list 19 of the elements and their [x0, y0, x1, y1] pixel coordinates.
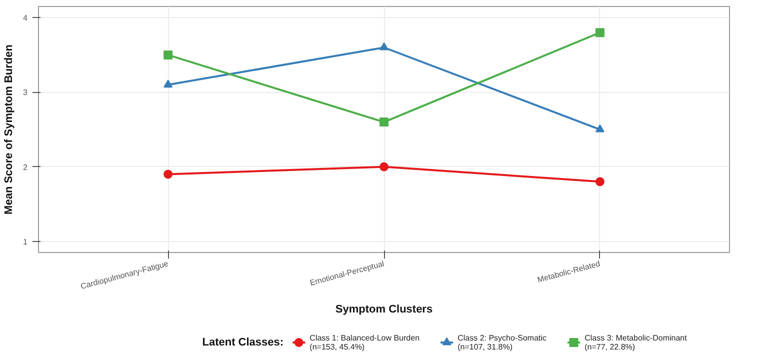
y-tick-label: 1	[23, 237, 28, 246]
point	[380, 162, 388, 172]
y-tick-label: 4	[23, 14, 28, 23]
y-tick-label: 2	[23, 162, 28, 172]
point	[595, 28, 604, 38]
point	[595, 124, 604, 132]
point	[164, 50, 173, 60]
legend-label: Class 3: Metabolic-Dominant (n=77, 22.8%)	[584, 334, 688, 352]
y-axis-title: Mean Score of Symptom Burden	[3, 44, 16, 214]
legend-title: Latent Classes:	[202, 336, 284, 348]
point	[380, 42, 388, 50]
point	[164, 80, 173, 88]
point	[164, 170, 173, 179]
legend-label: Class 1: Balanced-Low Burden (n=153, 45.4%)	[310, 334, 420, 352]
x-axis-title: Symptom Clusters	[335, 303, 433, 316]
point	[595, 177, 604, 186]
point	[380, 118, 388, 127]
y-tick-label: 3	[23, 88, 28, 98]
legend-label: Class 2: Psycho-Somatic (n=107, 31.8%)	[458, 334, 547, 352]
